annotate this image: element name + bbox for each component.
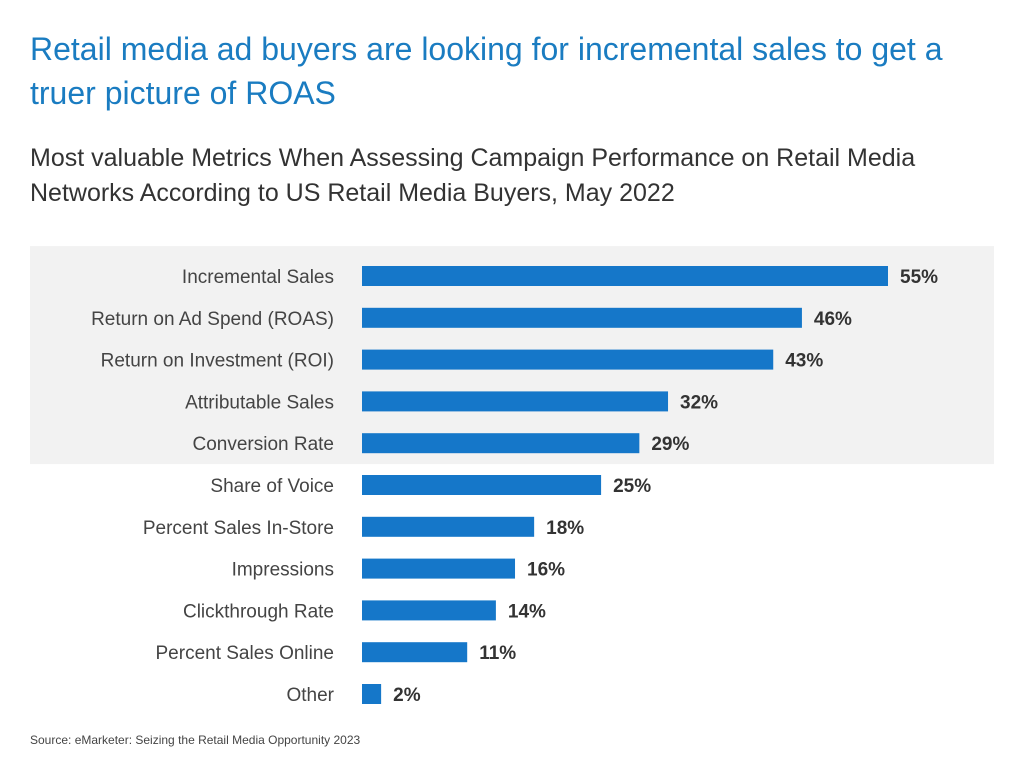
category-label: Incremental Sales: [182, 267, 334, 288]
value-label: 11%: [479, 643, 516, 664]
bar-row: Clickthrough Rate 14%: [183, 600, 546, 622]
category-label: Return on Ad Spend (ROAS): [91, 309, 334, 330]
category-label: Clickthrough Rate: [183, 601, 334, 622]
category-label: Percent Sales In-Store: [143, 518, 334, 539]
bar: [362, 433, 640, 454]
bar: [362, 558, 516, 579]
bar-row: Conversion Rate 29%: [192, 433, 689, 455]
bar-row: Share of Voice 25%: [210, 475, 651, 497]
bar-row: Incremental Sales 55%: [182, 266, 938, 288]
bar: [362, 642, 468, 663]
category-label: Return on Investment (ROI): [101, 351, 334, 372]
bar: [362, 307, 802, 328]
value-label: 18%: [546, 518, 584, 539]
chart-title: Most valuable Metrics When Assessing Cam…: [30, 144, 916, 207]
category-label: Other: [286, 685, 334, 706]
bar: [362, 516, 535, 537]
value-label: 16%: [527, 560, 565, 581]
bar: [362, 349, 774, 370]
bar-row: Percent Sales Online 11%: [156, 642, 516, 664]
bar: [362, 266, 888, 286]
category-label: Percent Sales Online: [156, 643, 335, 664]
bar: [362, 391, 669, 412]
source-note: Source: eMarketer: Seizing the Retail Me…: [30, 733, 361, 747]
bar-row: Return on Investment (ROI) 43%: [101, 349, 823, 372]
value-label: 25%: [613, 476, 651, 497]
headline: Retail media ad buyers are looking for i…: [30, 31, 943, 111]
category-label: Attributable Sales: [185, 392, 334, 413]
value-label: 46%: [814, 309, 852, 330]
value-label: 32%: [680, 392, 718, 413]
bar-row: Attributable Sales 32%: [185, 391, 718, 413]
bar: [362, 600, 496, 621]
bar: [362, 475, 602, 495]
category-label: Impressions: [232, 560, 334, 581]
value-label: 29%: [651, 434, 689, 455]
bar-row: Impressions 16%: [232, 558, 565, 581]
bar-row: Return on Ad Spend (ROAS) 46%: [91, 307, 852, 330]
bar: [362, 684, 382, 704]
value-label: 2%: [393, 685, 421, 706]
bar-row: Percent Sales In-Store 18%: [143, 516, 584, 539]
bar-row: Other 2%: [286, 684, 421, 706]
category-label: Conversion Rate: [192, 434, 334, 455]
value-label: 55%: [900, 267, 938, 288]
value-label: 14%: [508, 601, 546, 622]
value-label: 43%: [785, 351, 823, 372]
category-label: Share of Voice: [210, 476, 334, 497]
